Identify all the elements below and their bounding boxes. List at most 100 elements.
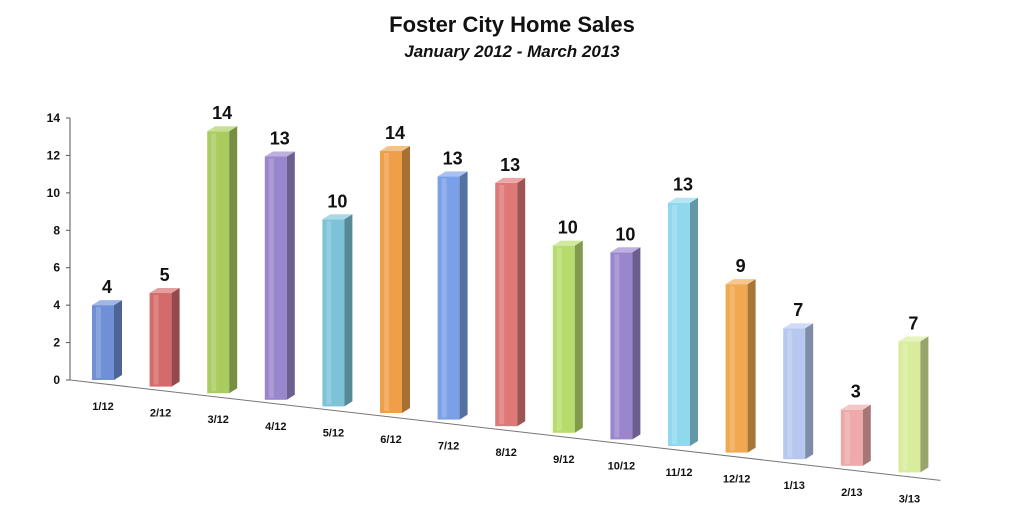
x-axis-line: [69, 379, 941, 481]
bar-highlight: [326, 221, 332, 405]
data-label: 13: [673, 175, 693, 195]
x-tick-label: 4/12: [265, 421, 286, 433]
x-tick-label: 11/12: [666, 467, 693, 479]
chart-subtitle: January 2012 - March 2013: [404, 42, 620, 61]
data-label: 3: [851, 382, 861, 402]
bar-top: [264, 151, 295, 157]
data-label: 10: [558, 218, 578, 238]
x-tick-label: 1/12: [92, 401, 113, 413]
x-tick-label: 1/13: [783, 480, 804, 492]
bar: [668, 202, 690, 446]
y-tick-label: 4: [53, 298, 60, 312]
bar-highlight: [96, 307, 101, 378]
data-label: 10: [615, 224, 635, 244]
bar: [149, 293, 172, 387]
bar-top: [495, 177, 526, 183]
data-label: 13: [500, 155, 520, 175]
bar-side: [459, 171, 468, 420]
bar: [725, 284, 748, 453]
bar-side: [344, 214, 353, 407]
bar-highlight: [211, 133, 217, 392]
bar: [552, 245, 575, 433]
bar-top: [322, 214, 353, 220]
bar-side: [862, 404, 871, 466]
data-label: 7: [793, 300, 803, 320]
bar-side: [402, 146, 410, 413]
bar-side: [690, 197, 698, 446]
bar: [437, 176, 460, 420]
bar-top: [92, 300, 122, 306]
bar-highlight: [268, 158, 274, 398]
bar: [495, 182, 518, 427]
y-tick-label: 14: [47, 111, 61, 125]
bar-highlight: [499, 184, 505, 425]
bar-side: [574, 240, 583, 433]
bar-highlight: [672, 204, 677, 444]
bar: [380, 151, 402, 413]
bar-side: [920, 336, 929, 473]
bar-highlight: [614, 254, 620, 438]
data-label: 7: [908, 313, 918, 333]
bar: [207, 131, 230, 394]
data-label: 14: [212, 103, 232, 123]
x-tick-label: 9/12: [553, 454, 574, 466]
y-tick-label: 6: [53, 261, 60, 275]
bar-highlight: [844, 411, 850, 464]
data-label: 13: [443, 148, 463, 168]
bar-side: [229, 126, 238, 394]
data-label: 14: [385, 123, 405, 143]
bar-top: [898, 336, 929, 342]
bar-highlight: [441, 178, 447, 418]
bar-side: [171, 288, 180, 387]
bar-top: [610, 247, 641, 253]
data-label: 9: [736, 256, 746, 276]
bar-highlight: [787, 330, 793, 458]
y-tick-label: 0: [53, 373, 60, 387]
y-tick-label: 10: [47, 186, 61, 200]
bar-top: [207, 126, 238, 132]
bar: [898, 341, 921, 473]
bar-top: [380, 146, 410, 151]
x-tick-label: 12/12: [723, 474, 751, 486]
bar: [840, 409, 863, 466]
x-tick-label: 3/12: [207, 414, 228, 426]
data-label: 13: [270, 129, 290, 149]
bar-top: [668, 197, 698, 203]
x-tick-label: 3/13: [899, 493, 920, 505]
x-tick-label: 7/12: [438, 441, 459, 453]
bar: [92, 305, 114, 380]
bar-top: [437, 171, 468, 177]
bar-side: [747, 279, 756, 453]
y-tick-label: 2: [53, 336, 60, 350]
x-tick-label: 2/12: [150, 408, 171, 420]
bar-highlight: [556, 247, 562, 431]
chart-title: Foster City Home Sales: [389, 12, 635, 37]
bar-side: [286, 151, 295, 400]
x-tick-label: 10/12: [608, 460, 636, 472]
bar-top: [725, 279, 756, 285]
bar-top: [840, 404, 871, 410]
bar: [783, 328, 806, 460]
x-tick-label: 2/13: [841, 487, 862, 499]
x-tick-label: 8/12: [495, 447, 516, 459]
bar-highlight: [729, 286, 735, 451]
y-tick-label: 12: [47, 148, 61, 162]
bar-side: [517, 177, 526, 427]
bar-highlight: [153, 295, 159, 385]
bar-side: [632, 247, 641, 440]
bar: [610, 252, 633, 440]
bar: [322, 219, 345, 407]
x-tick-label: 6/12: [380, 434, 401, 446]
bar-top: [552, 240, 583, 246]
data-label: 5: [160, 265, 170, 285]
bar-highlight: [902, 343, 908, 471]
x-tick-label: 5/12: [323, 427, 344, 439]
bar-top: [783, 323, 814, 329]
bar-top: [149, 288, 180, 294]
bar-side: [114, 300, 122, 380]
bar-side: [805, 323, 814, 460]
data-label: 10: [327, 191, 347, 211]
y-tick-label: 8: [53, 223, 60, 237]
data-label: 4: [102, 277, 112, 297]
